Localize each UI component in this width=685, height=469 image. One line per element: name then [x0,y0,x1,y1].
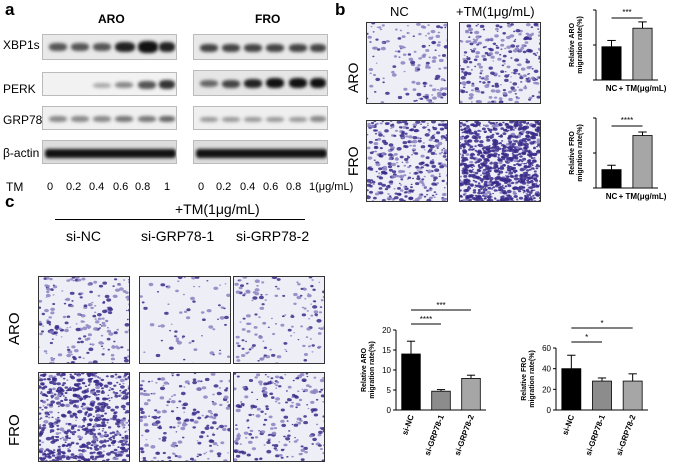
significance-label: * [585,333,588,342]
tm-dose-fro-3: 0.6 [263,181,279,193]
bar [632,135,653,189]
panel-letter-b: b [335,0,346,19]
chart-c-aro: 0 5 10 15 20 si-NC si-GRP78-1 si-GRP78-2 Relativ… [361,301,486,457]
blot-fro-xbp1s [193,34,328,60]
col-label-si-nc: si-NC [66,228,101,244]
significance-label: *** [436,301,445,310]
y-axis-label: migration rate(%) [529,350,536,408]
tm-label: TM [6,180,24,194]
image-c-fro-si-grp78-1 [139,372,231,462]
image-b-fro-tm [459,120,541,202]
image-c-fro-si-nc [38,372,130,462]
row-label-b-fro: FRO [345,146,361,176]
tm-dose-aro-1: 0.2 [66,181,82,193]
bar [622,380,643,411]
y-tick-label: 40 [542,365,551,374]
tm-dose-aro-2: 0.4 [89,181,105,193]
image-b-aro-nc [366,22,448,104]
y-axis-label: migration rate(%) [577,16,584,74]
row-label-c-fro: FRO [6,414,23,446]
tm-dose-fro-5: 1(μg/mL) [309,181,354,193]
bar [461,378,481,411]
significance-label: **** [420,315,432,324]
row-label-b-aro: ARO [345,62,361,93]
chart-c-fro: 0 20 40 60 si-NC si-GRP78-1 si-GRP78-2 Relative… [521,319,648,457]
y-axis-label: Relative ARO [569,22,576,67]
blot-aro-xbp1s [42,34,177,60]
x-tick-label: si-GRP78-1 [584,413,607,457]
row-label-beta-actin: β-actin [3,146,40,160]
y-axis-label: migration rate(%) [577,124,584,182]
x-tick-label: NC [606,84,618,93]
y-axis-label: migration rate(%) [369,341,376,399]
tm-dose-aro-3: 0.6 [113,181,129,193]
tm-dose-aro-4: 0.8 [135,181,151,193]
row-label-grp78: GRP78 [3,113,43,127]
y-tick-label: 0 [387,406,392,415]
bar [592,380,612,411]
tm-dose-fro-4: 0.8 [286,181,302,193]
y-axis-label: Relative ARO [361,347,368,392]
x-tick-label: + TM(μg/mL) [619,84,667,93]
panel-letter-c: c [5,192,15,211]
group-label-aro: ARO [98,12,125,26]
bar [601,169,622,189]
row-label-xbp1s: XBP1s [3,38,40,52]
tm-dose-fro-2: 0.4 [240,181,256,193]
group-label-fro: FRO [255,12,281,26]
tm-dose-fro-0: 0 [198,181,205,193]
y-tick-label: 5 [387,386,392,395]
treatment-label-c: +TM(1μg/mL) [175,201,260,217]
y-tick-label: 15 [382,346,391,355]
y-axis-label: Relative FRO [521,357,528,401]
blot-fro-beta-actin [193,140,328,164]
y-tick-label: 0 [547,406,552,415]
x-tick-label: NC [606,192,618,201]
chart-b-fro: NC + TM(μg/mL) Relative FRO migration rate(… [569,116,667,201]
chart-b-aro: NC + TM(μg/mL) Relative ARO migration rate(… [569,8,667,93]
col-label-nc: NC [390,4,409,19]
blot-aro-grp78 [42,106,177,130]
y-axis-label: Relative FRO [569,131,576,175]
row-label-perk: PERK [3,82,36,96]
image-c-aro-si-grp78-2 [233,276,325,364]
x-tick-label: si-GRP78-2 [614,413,637,457]
tm-dose-aro-0: 0 [47,181,54,193]
blot-fro-perk [193,70,328,96]
bar [431,390,451,411]
col-label-si-grp78-2: si-GRP78-2 [236,228,310,244]
image-b-fro-nc [366,120,448,202]
x-tick-label: + TM(μg/mL) [619,192,667,201]
significance-label: * [600,319,603,328]
tm-dose-aro-5: 1 [164,181,171,193]
significance-label: **** [621,116,633,125]
col-label-tm: +TM(1μg/mL) [456,4,535,19]
image-c-aro-si-nc [38,276,130,364]
image-c-fro-si-grp78-2 [233,372,325,462]
bar [632,27,653,81]
significance-label: *** [622,8,631,17]
panel-letter-a: a [5,0,15,19]
treatment-bracket-line [55,219,305,220]
row-label-c-aro: ARO [6,312,23,345]
x-tick-label: si-NC [561,413,577,436]
image-b-aro-tm [459,22,541,104]
blot-fro-grp78 [193,106,328,130]
bar [561,368,582,411]
x-tick-label: si-GRP78-2 [453,413,476,457]
col-label-si-grp78-1: si-GRP78-1 [141,228,215,244]
y-tick-label: 20 [382,326,391,335]
y-tick-label: 60 [542,344,551,353]
x-tick-label: si-GRP78-1 [423,413,446,457]
bar [601,46,622,81]
image-c-aro-si-grp78-1 [139,276,231,364]
x-tick-label: si-NC [400,413,416,436]
tm-dose-fro-1: 0.2 [216,181,232,193]
y-tick-label: 10 [382,366,391,375]
y-tick-label: 20 [542,385,551,394]
bar [401,353,421,411]
blot-aro-beta-actin [42,140,177,164]
blot-aro-perk [42,72,177,96]
